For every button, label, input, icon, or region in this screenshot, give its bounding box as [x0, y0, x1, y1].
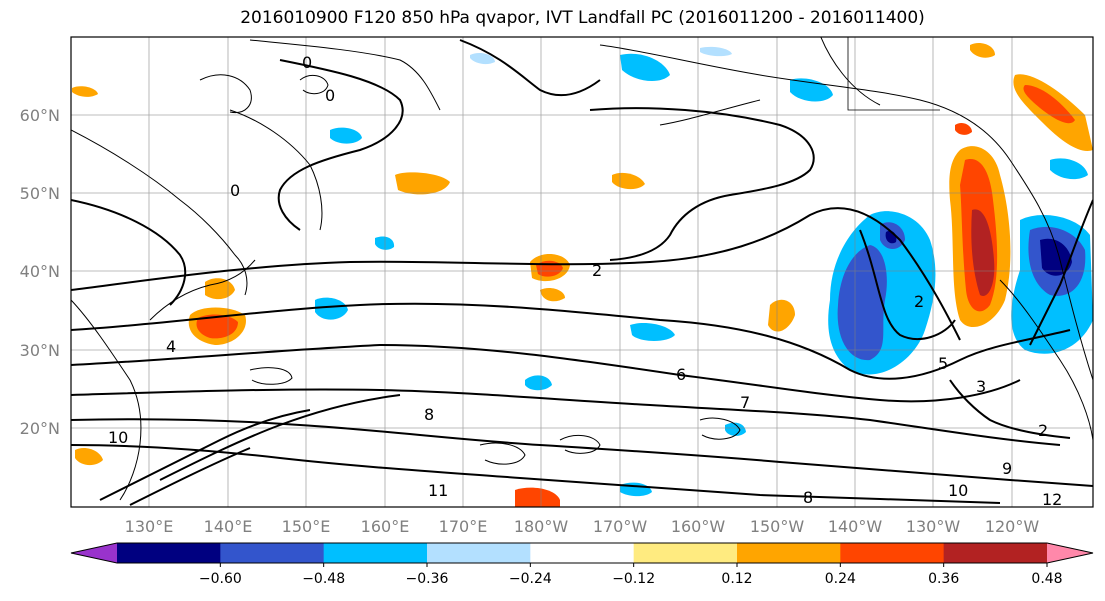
lon-label: 160°W — [671, 517, 726, 536]
latitude-labels: 60°N 50°N 40°N 30°N 20°N — [20, 106, 60, 438]
lon-label: 160°E — [361, 517, 410, 536]
lon-label: 140°E — [204, 517, 253, 536]
contour-label: 2 — [592, 261, 602, 280]
colorbar-outline — [70, 542, 1094, 564]
colorbar-tick-label: 0.24 — [825, 571, 856, 587]
colorbar-segment — [943, 543, 1048, 563]
colorbar-extend-low — [71, 543, 117, 563]
lat-label: 40°N — [20, 262, 60, 281]
lon-label: 170°E — [439, 517, 488, 536]
colorbar-segment — [840, 543, 945, 563]
colorbar-tick-label: −0.60 — [199, 571, 242, 587]
colorbar-segment — [323, 543, 428, 563]
colorbar-tick-label: −0.24 — [509, 571, 552, 587]
map-title: 2016010900 F120 850 hPa qvapor, IVT Land… — [240, 8, 925, 28]
contour-label: 2 — [914, 292, 924, 311]
lon-label: 150°W — [750, 517, 805, 536]
colorbar: −0.60 −0.48 −0.36 −0.24 −0.12 0.12 0.24 0.36 0.4… — [70, 542, 1094, 587]
contour-lines — [71, 39, 1093, 506]
contour-label: 11 — [428, 481, 448, 500]
contour-label-group: 0 0 0 2 2 2 4 5 6 7 8 8 10 10 11 12 9 3 — [108, 53, 1062, 509]
contour-label: 3 — [976, 377, 986, 396]
lon-label: 150°E — [282, 517, 331, 536]
colorbar-segment — [633, 543, 738, 563]
lat-label: 20°N — [20, 419, 60, 438]
colorbar-tick-label: −0.48 — [302, 571, 345, 587]
contour-label: 2 — [1038, 421, 1048, 440]
colorbar-segment — [530, 543, 635, 563]
contour-label: 10 — [948, 481, 968, 500]
colorbar-extend-high — [1047, 543, 1093, 563]
contour-label: 12 — [1042, 490, 1062, 509]
colorbar-segment — [220, 543, 325, 563]
contour-label: 10 — [108, 428, 128, 447]
colorbar-segment — [117, 543, 221, 563]
contour-label: 7 — [740, 393, 750, 412]
lon-label: 130°E — [125, 517, 174, 536]
colorbar-tick-label: 0.36 — [928, 571, 959, 587]
lon-label: 140°W — [828, 517, 883, 536]
longitude-labels: 130°E 140°E 150°E 160°E 170°E 180°W 170°… — [125, 517, 1040, 536]
lat-label: 60°N — [20, 106, 60, 125]
contour-label: 6 — [676, 365, 686, 384]
contour-label: 9 — [1002, 459, 1012, 478]
colorbar-tick-label: 0.48 — [1031, 571, 1062, 587]
colorbar-segment — [737, 543, 841, 563]
lon-label: 170°W — [593, 517, 648, 536]
colorbar-tick-label: −0.12 — [612, 571, 655, 587]
contour-label: 0 — [325, 86, 335, 105]
colorbar-tick-label: 0.12 — [721, 571, 752, 587]
contour-label: 8 — [424, 405, 434, 424]
map-frame — [70, 36, 1094, 508]
lat-label: 50°N — [20, 184, 60, 203]
lon-label: 120°W — [985, 517, 1040, 536]
lon-label: 180°W — [514, 517, 569, 536]
lon-label: 130°W — [906, 517, 961, 536]
colorbar-segment — [427, 543, 531, 563]
contour-label: 4 — [166, 337, 176, 356]
contour-label: 8 — [803, 488, 813, 507]
colorbar-tick-label: −0.36 — [406, 571, 449, 587]
contour-label: 0 — [230, 181, 240, 200]
contour-label: 0 — [302, 53, 312, 72]
contour-label: 5 — [938, 354, 948, 373]
thin-contours — [199, 74, 741, 465]
lat-label: 30°N — [20, 341, 60, 360]
